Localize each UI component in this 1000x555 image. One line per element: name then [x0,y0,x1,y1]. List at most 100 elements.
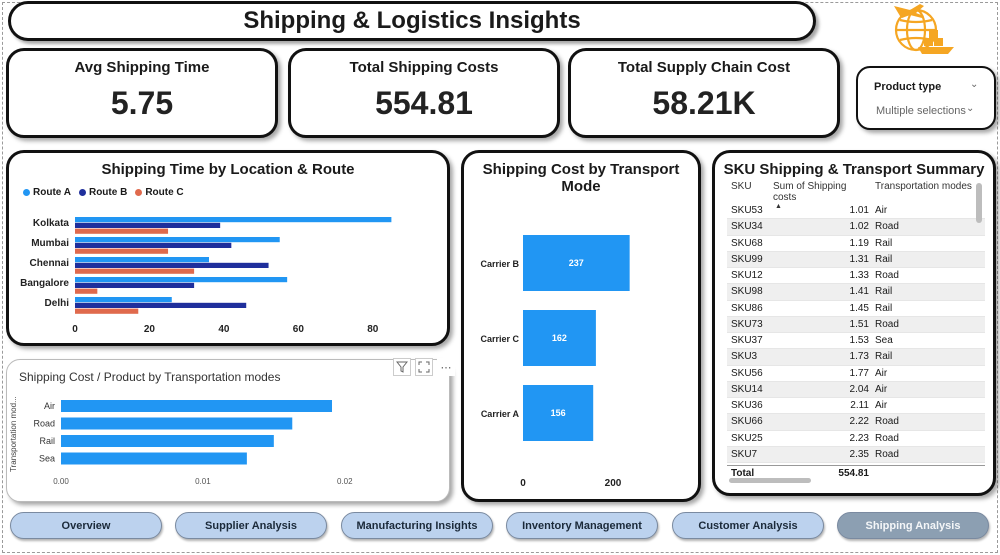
transport-mode-cell: Rail [875,237,893,249]
table-row[interactable]: SKU98 1.41 Rail [727,284,985,301]
sku-cell: SKU68 [731,237,763,249]
x-tick-label: 20 [144,324,156,335]
bar [61,400,333,412]
category-label: Rail [39,436,55,446]
table-row[interactable]: SKU99 1.31 Rail [727,251,985,268]
bar [61,417,293,430]
shipping-cost-cell: 2.11 [850,400,869,412]
category-label: Bangalore [20,278,69,289]
kpi-card-total-supply-chain-cost: Total Supply Chain Cost 58.21K [568,48,840,138]
legend-label: Route B [88,187,128,198]
category-label: Road [33,419,55,429]
shipping-cost-cell: 1.45 [849,302,869,314]
chart-title: Shipping Cost by Transport Mode [482,161,680,195]
bar-route-c [75,288,98,294]
table-row[interactable]: SKU73 1.51 Road [727,316,985,333]
nav-supplier-analysis-button[interactable]: Supplier Analysis [175,512,327,539]
sku-cell: SKU12 [731,270,763,282]
table-row[interactable]: SKU25 2.23 Road [727,431,985,447]
bar-route-c [75,268,195,274]
column-header-transport-mode[interactable]: Transportation modes [875,181,972,192]
legend-label: Route A [33,187,71,198]
kpi-card-total-shipping-costs: Total Shipping Costs 554.81 [288,48,560,138]
category-label: Carrier A [481,409,520,419]
sku-cell: SKU99 [731,253,763,265]
nav-shipping-analysis-button[interactable]: Shipping Analysis [837,512,989,539]
vertical-scrollbar[interactable] [976,183,982,223]
visual-toolbar: ⋯ [393,358,455,376]
cost-per-product-chart-card: Shipping Cost / Product by Transportatio… [6,359,450,502]
bar-route-a [75,257,209,263]
table-row[interactable]: SKU34 1.02 Road [727,219,985,236]
column-header-shipping-costs[interactable]: Sum of Shipping costs ▲ [769,181,875,210]
chevron-down-icon[interactable]: ⌄ [970,79,979,90]
bar-route-a [75,237,280,243]
x-tick-label: 0.00 [53,477,69,486]
data-label: 237 [569,258,584,268]
nav-manufacturing-insights-button[interactable]: Manufacturing Insights [341,512,493,539]
shipping-cost-cell: 1.31 [849,253,869,265]
chevron-down-icon[interactable]: ⌄ [966,103,975,114]
column-header-label: Sum of Shipping costs [773,181,847,203]
table-row[interactable]: SKU12 1.33 Road [727,268,985,285]
shipping-cost-cell: 1.51 [849,318,869,330]
kpi-label: Total Supply Chain Cost [617,59,791,76]
table-row[interactable]: SKU3 1.73 Rail [727,349,985,366]
bar [61,435,274,447]
slicer-value[interactable]: Multiple selections [876,105,966,117]
table-total-row: Total 554.81 [727,465,985,481]
filter-icon[interactable] [393,358,411,376]
nav-overview-button[interactable]: Overview [10,512,162,539]
sku-cell: SKU98 [731,286,763,298]
sku-cell: SKU25 [731,432,763,444]
globe-shipping-icon [880,0,960,58]
product-type-slicer[interactable]: Product type ⌄ Multiple selections ⌄ [856,66,996,130]
chart-legend: Route A Route B Route C [23,187,184,198]
cost-per-product-chart: Air Road Rail Sea 0.00 0.01 0.02 [33,400,353,486]
kpi-value: 554.81 [375,85,473,121]
nav-customer-analysis-button[interactable]: Customer Analysis [672,512,824,539]
table-row[interactable]: SKU56 1.77 Air [727,366,985,382]
sku-summary-card: SKU Shipping & Transport Summary SKU Sum… [712,150,996,496]
bar [523,235,630,291]
legend-item-route-a[interactable]: Route A [23,187,71,198]
transport-mode-cell: Road [875,416,899,428]
category-label: Carrier B [480,259,519,269]
legend-dot [135,189,143,196]
page-title: Shipping & Logistics Insights [8,1,816,41]
table-row[interactable]: SKU37 1.53 Sea [727,333,985,350]
kpi-value: 5.75 [110,85,174,121]
transport-mode-cell: Air [875,383,888,395]
sort-ascending-icon: ▲ [775,203,782,210]
transport-mode-cell: Road [875,221,899,233]
table-row[interactable]: SKU53 1.01 Air [727,203,985,220]
table-row[interactable]: SKU66 2.22 Road [727,414,985,431]
more-options-icon[interactable]: ⋯ [437,358,455,376]
sku-cell: SKU73 [731,318,763,330]
legend-dot [23,189,30,196]
bar-route-a [75,297,172,303]
nav-inventory-management-button[interactable]: Inventory Management [506,512,658,539]
category-label: Mumbai [31,238,69,249]
x-tick-label: 0.02 [337,477,353,486]
transport-mode-cell: Road [875,448,899,460]
table-row[interactable]: SKU7 2.35 Road [727,446,985,463]
sku-cell: SKU66 [731,416,763,428]
table-row[interactable]: SKU36 2.11 Air [727,398,985,415]
table-row[interactable]: SKU14 2.04 Air [727,381,985,398]
focus-mode-icon[interactable] [415,358,433,376]
shipping-time-chart: Kolkata Mumbai Chennai Bangalore Delhi 0 20 40 6… [20,217,392,335]
horizontal-scrollbar[interactable] [729,478,811,483]
column-header-sku[interactable]: SKU [731,181,752,192]
legend-item-route-b[interactable]: Route B [78,187,128,198]
total-value: 554.81 [838,468,869,479]
shipping-cost-cell: 2.23 [849,432,869,444]
category-label: Carrier C [480,334,519,344]
table-header: SKU Sum of Shipping costs ▲ Transportati… [727,181,985,210]
x-tick-label: 200 [605,478,622,489]
x-tick-label: 80 [367,324,379,335]
table-row[interactable]: SKU68 1.19 Rail [727,236,985,252]
category-label: Kolkata [33,218,70,229]
table-row[interactable]: SKU86 1.45 Rail [727,301,985,317]
legend-item-route-c[interactable]: Route C [135,187,184,198]
